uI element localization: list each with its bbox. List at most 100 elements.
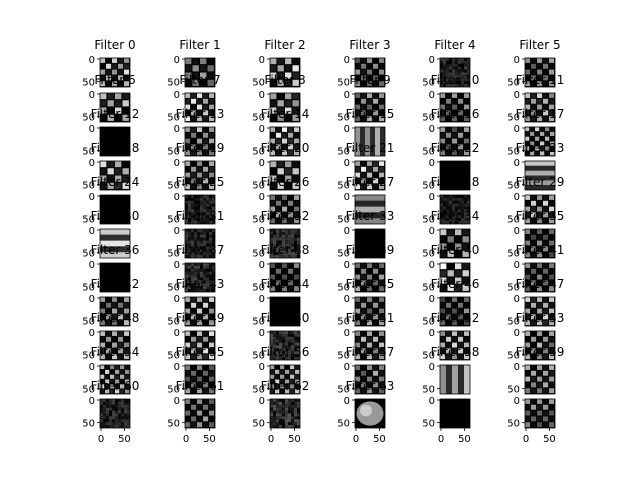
- image-frame: [439, 194, 471, 225]
- filter-title: Filter 40: [431, 243, 480, 257]
- filter-title: Filter 30: [91, 209, 140, 223]
- filter-image: [100, 127, 130, 156]
- y-tick-label: 50: [82, 419, 95, 430]
- filter-title: Filter 51: [346, 311, 395, 325]
- y-tick-label: 0: [89, 226, 95, 237]
- filter-title: Filter 56: [261, 345, 310, 359]
- image-frame: [99, 398, 131, 429]
- y-tick-label: 50: [252, 113, 265, 124]
- x-tick-label: 50: [203, 434, 216, 445]
- filter-title: Filter 2: [264, 38, 305, 52]
- y-tick-label: 50: [337, 147, 350, 158]
- y-tick-label: 0: [429, 158, 435, 169]
- y-tick-label: 0: [514, 328, 520, 339]
- filter-image: [355, 263, 385, 292]
- y-tick-label: 50: [422, 113, 435, 124]
- y-tick-label: 0: [89, 158, 95, 169]
- filter-title: Filter 35: [516, 209, 565, 223]
- filter-title: Filter 39: [346, 243, 395, 257]
- image-frame: [184, 160, 216, 191]
- filter-image: [355, 58, 385, 87]
- x-tick-label: 0: [353, 434, 359, 445]
- filter-image: [270, 331, 300, 360]
- y-tick-label: 0: [174, 362, 180, 373]
- filter-title: Filter 26: [261, 175, 310, 189]
- filter-title: Filter 8: [264, 73, 305, 87]
- image-frame: [354, 364, 386, 395]
- y-tick-label: 50: [337, 419, 350, 430]
- y-tick-label: 0: [514, 226, 520, 237]
- filter-title: Filter 21: [346, 141, 395, 155]
- y-tick-label: 0: [429, 90, 435, 101]
- x-tick-label: 50: [458, 434, 471, 445]
- y-tick-label: 50: [422, 283, 435, 294]
- filter-title: Filter 54: [91, 345, 140, 359]
- y-tick-label: 0: [514, 294, 520, 305]
- y-tick-label: 50: [167, 385, 180, 396]
- image-frame: [524, 194, 556, 225]
- filter-title: Filter 6: [94, 73, 135, 87]
- filter-image: [185, 127, 215, 156]
- y-tick-label: 50: [507, 351, 520, 362]
- filter-title: Filter 13: [176, 107, 225, 121]
- filter-image: [185, 161, 215, 190]
- y-tick-label: 0: [89, 192, 95, 203]
- y-tick-label: 50: [507, 78, 520, 89]
- filter-title: Filter 62: [261, 379, 310, 393]
- filter-image: [100, 195, 130, 224]
- image-frame: [439, 262, 471, 293]
- image-frame: [99, 160, 131, 191]
- x-tick-label: 0: [438, 434, 444, 445]
- y-tick-label: 0: [429, 328, 435, 339]
- filter-title: Filter 7: [179, 73, 220, 87]
- filter-image: [270, 58, 300, 87]
- filter-title: Filter 34: [431, 209, 480, 223]
- filter-title: Filter 47: [516, 277, 565, 291]
- filter-title: Filter 16: [431, 107, 480, 121]
- y-tick-label: 50: [252, 385, 265, 396]
- filter-title: Filter 36: [91, 243, 140, 257]
- x-tick-label: 0: [268, 434, 274, 445]
- filter-title: Filter 25: [176, 175, 225, 189]
- y-tick-label: 50: [167, 351, 180, 362]
- filter-title: Filter 45: [346, 277, 395, 291]
- y-tick-label: 50: [507, 385, 520, 396]
- filter-image: [270, 195, 300, 224]
- filter-image: [355, 127, 385, 156]
- image-frame: [269, 398, 301, 429]
- filter-title: Filter 41: [516, 243, 565, 257]
- y-tick-label: 0: [429, 192, 435, 203]
- x-tick-label: 50: [543, 434, 556, 445]
- filter-image: [100, 58, 130, 87]
- image-frame: [184, 296, 216, 327]
- y-tick-label: 50: [507, 113, 520, 124]
- y-tick-label: 50: [507, 215, 520, 226]
- y-tick-label: 0: [174, 124, 180, 135]
- y-tick-label: 0: [259, 328, 265, 339]
- y-tick-label: 50: [252, 249, 265, 260]
- image-frame: [354, 296, 386, 327]
- y-tick-label: 50: [167, 78, 180, 89]
- y-tick-label: 50: [422, 215, 435, 226]
- y-tick-label: 50: [422, 249, 435, 260]
- image-frame: [439, 330, 471, 361]
- filter-title: Filter 24: [91, 175, 140, 189]
- image-frame: [184, 194, 216, 225]
- y-tick-label: 0: [514, 192, 520, 203]
- y-tick-label: 0: [429, 396, 435, 407]
- image-frame: [99, 262, 131, 293]
- y-tick-label: 0: [429, 124, 435, 135]
- y-tick-label: 50: [252, 419, 265, 430]
- y-tick-label: 50: [167, 181, 180, 192]
- image-frame: [184, 398, 216, 429]
